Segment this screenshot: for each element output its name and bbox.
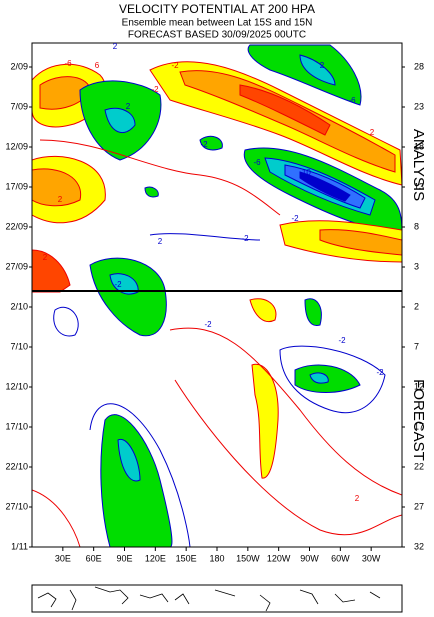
y-tick-label: 7/10 — [10, 341, 28, 351]
contour-label: 2 — [370, 128, 375, 137]
x-tick-label: 60W — [331, 553, 350, 563]
contour-fill — [239, 84, 331, 136]
contour-label: -6 — [348, 96, 356, 105]
y2-tick-label: 17 — [414, 421, 424, 431]
y2-tick-label: 13 — [414, 181, 424, 191]
contour-line — [39, 139, 281, 216]
y2-tick-label: 7 — [414, 341, 419, 351]
x-tick-label: 90W — [300, 553, 319, 563]
contour-label: -10 — [299, 168, 311, 177]
y2-tick-label: 18 — [414, 141, 424, 151]
y-tick-label: 27/09 — [5, 261, 28, 271]
contour-label: 2 — [355, 494, 360, 503]
contour-fill — [251, 363, 279, 479]
x-tick-label: 150W — [236, 553, 260, 563]
x-tick-label: 30W — [362, 553, 381, 563]
contour-line — [169, 327, 402, 496]
contour-line — [279, 345, 386, 414]
x-tick-label: 180 — [209, 553, 224, 563]
contour-label: 2 — [43, 253, 48, 262]
chart-caption: FORECAST BASED 30/09/2025 00UTC — [128, 30, 306, 41]
contour-fill — [247, 44, 362, 106]
forecast-label: FORECAST — [410, 379, 427, 461]
contour-fill — [319, 229, 402, 256]
y-tick-label: 2/09 — [10, 61, 28, 71]
contour-label: 2 — [158, 237, 163, 246]
contour-label: -6 — [253, 158, 261, 167]
contour-label: -2 — [376, 368, 384, 377]
contour-label: -2 — [200, 140, 208, 149]
contour-fill — [179, 70, 396, 173]
contour-label: 2 — [126, 102, 131, 111]
chart-subtitle: Ensemble mean between Lat 15S and 15N — [122, 18, 313, 29]
chart-title: VELOCITY POTENTIAL AT 200 HPA — [119, 2, 315, 16]
y-tick-label: 22/10 — [5, 461, 28, 471]
contour-fill — [299, 54, 336, 86]
y-tick-label: 22/09 — [5, 221, 28, 231]
y2-tick-label: 8 — [414, 221, 419, 231]
y2-tick-label: 2 — [414, 301, 419, 311]
contour-fill — [104, 107, 136, 134]
contour-line — [149, 233, 261, 241]
y2-tick-label: 3 — [414, 261, 419, 271]
x-tick-label: 120E — [145, 553, 166, 563]
contour-fill — [199, 135, 223, 151]
contour-label: -2 — [204, 320, 212, 329]
contour-label: -2 — [291, 214, 299, 223]
contour-label: -2 — [151, 85, 159, 94]
contour-line — [174, 379, 402, 536]
contour-label: -2 — [114, 280, 122, 289]
contour-label: 2 — [113, 42, 118, 51]
y2-tick-label: 22 — [414, 461, 424, 471]
y-tick-label: 12/09 — [5, 141, 28, 151]
contour-label: -2 — [241, 234, 249, 243]
y2-tick-label: 23 — [414, 101, 424, 111]
contour-line — [89, 403, 191, 547]
x-tick-label: 150E — [176, 553, 197, 563]
y-tick-label: 27/10 — [5, 501, 28, 511]
contour-line — [53, 307, 79, 337]
x-tick-label: 120W — [267, 553, 291, 563]
x-tick-label: 90E — [116, 553, 132, 563]
y-tick-label: 1/11 — [11, 541, 28, 551]
contour-fill — [304, 298, 322, 327]
contour-label: -6 — [64, 59, 72, 68]
y-tick-label: 12/10 — [5, 381, 28, 391]
y2-tick-label: 27 — [414, 501, 424, 511]
contour-line — [32, 489, 81, 547]
y2-tick-label: 32 — [414, 541, 424, 551]
y2-tick-label: 28 — [414, 61, 424, 71]
y-tick-label: 7/09 — [10, 101, 28, 111]
y-tick-label: 17/09 — [5, 181, 28, 191]
y-tick-label: 2/10 — [10, 301, 28, 311]
contour-fill — [117, 438, 141, 482]
contour-label: 2 — [58, 195, 63, 204]
contour-fill — [32, 168, 82, 207]
contour-label: -2 — [171, 61, 179, 70]
contour-fill — [89, 257, 167, 337]
contour-field — [32, 44, 402, 547]
x-tick-label: 30E — [55, 553, 71, 563]
map-strip — [31, 584, 403, 613]
contour-label: 2 — [320, 61, 325, 70]
y2-tick-label: 12 — [414, 381, 424, 391]
analysis-label: ANALYSIS — [410, 129, 427, 201]
contour-label: -2 — [338, 336, 346, 345]
x-tick-label: 60E — [86, 553, 102, 563]
y-tick-label: 17/10 — [5, 421, 28, 431]
contour-fill — [299, 171, 351, 202]
contour-fill — [32, 249, 71, 293]
contour-label: 6 — [95, 61, 100, 70]
contour-fill — [144, 186, 159, 198]
contour-fill — [249, 298, 277, 323]
contour-fill — [309, 372, 329, 384]
